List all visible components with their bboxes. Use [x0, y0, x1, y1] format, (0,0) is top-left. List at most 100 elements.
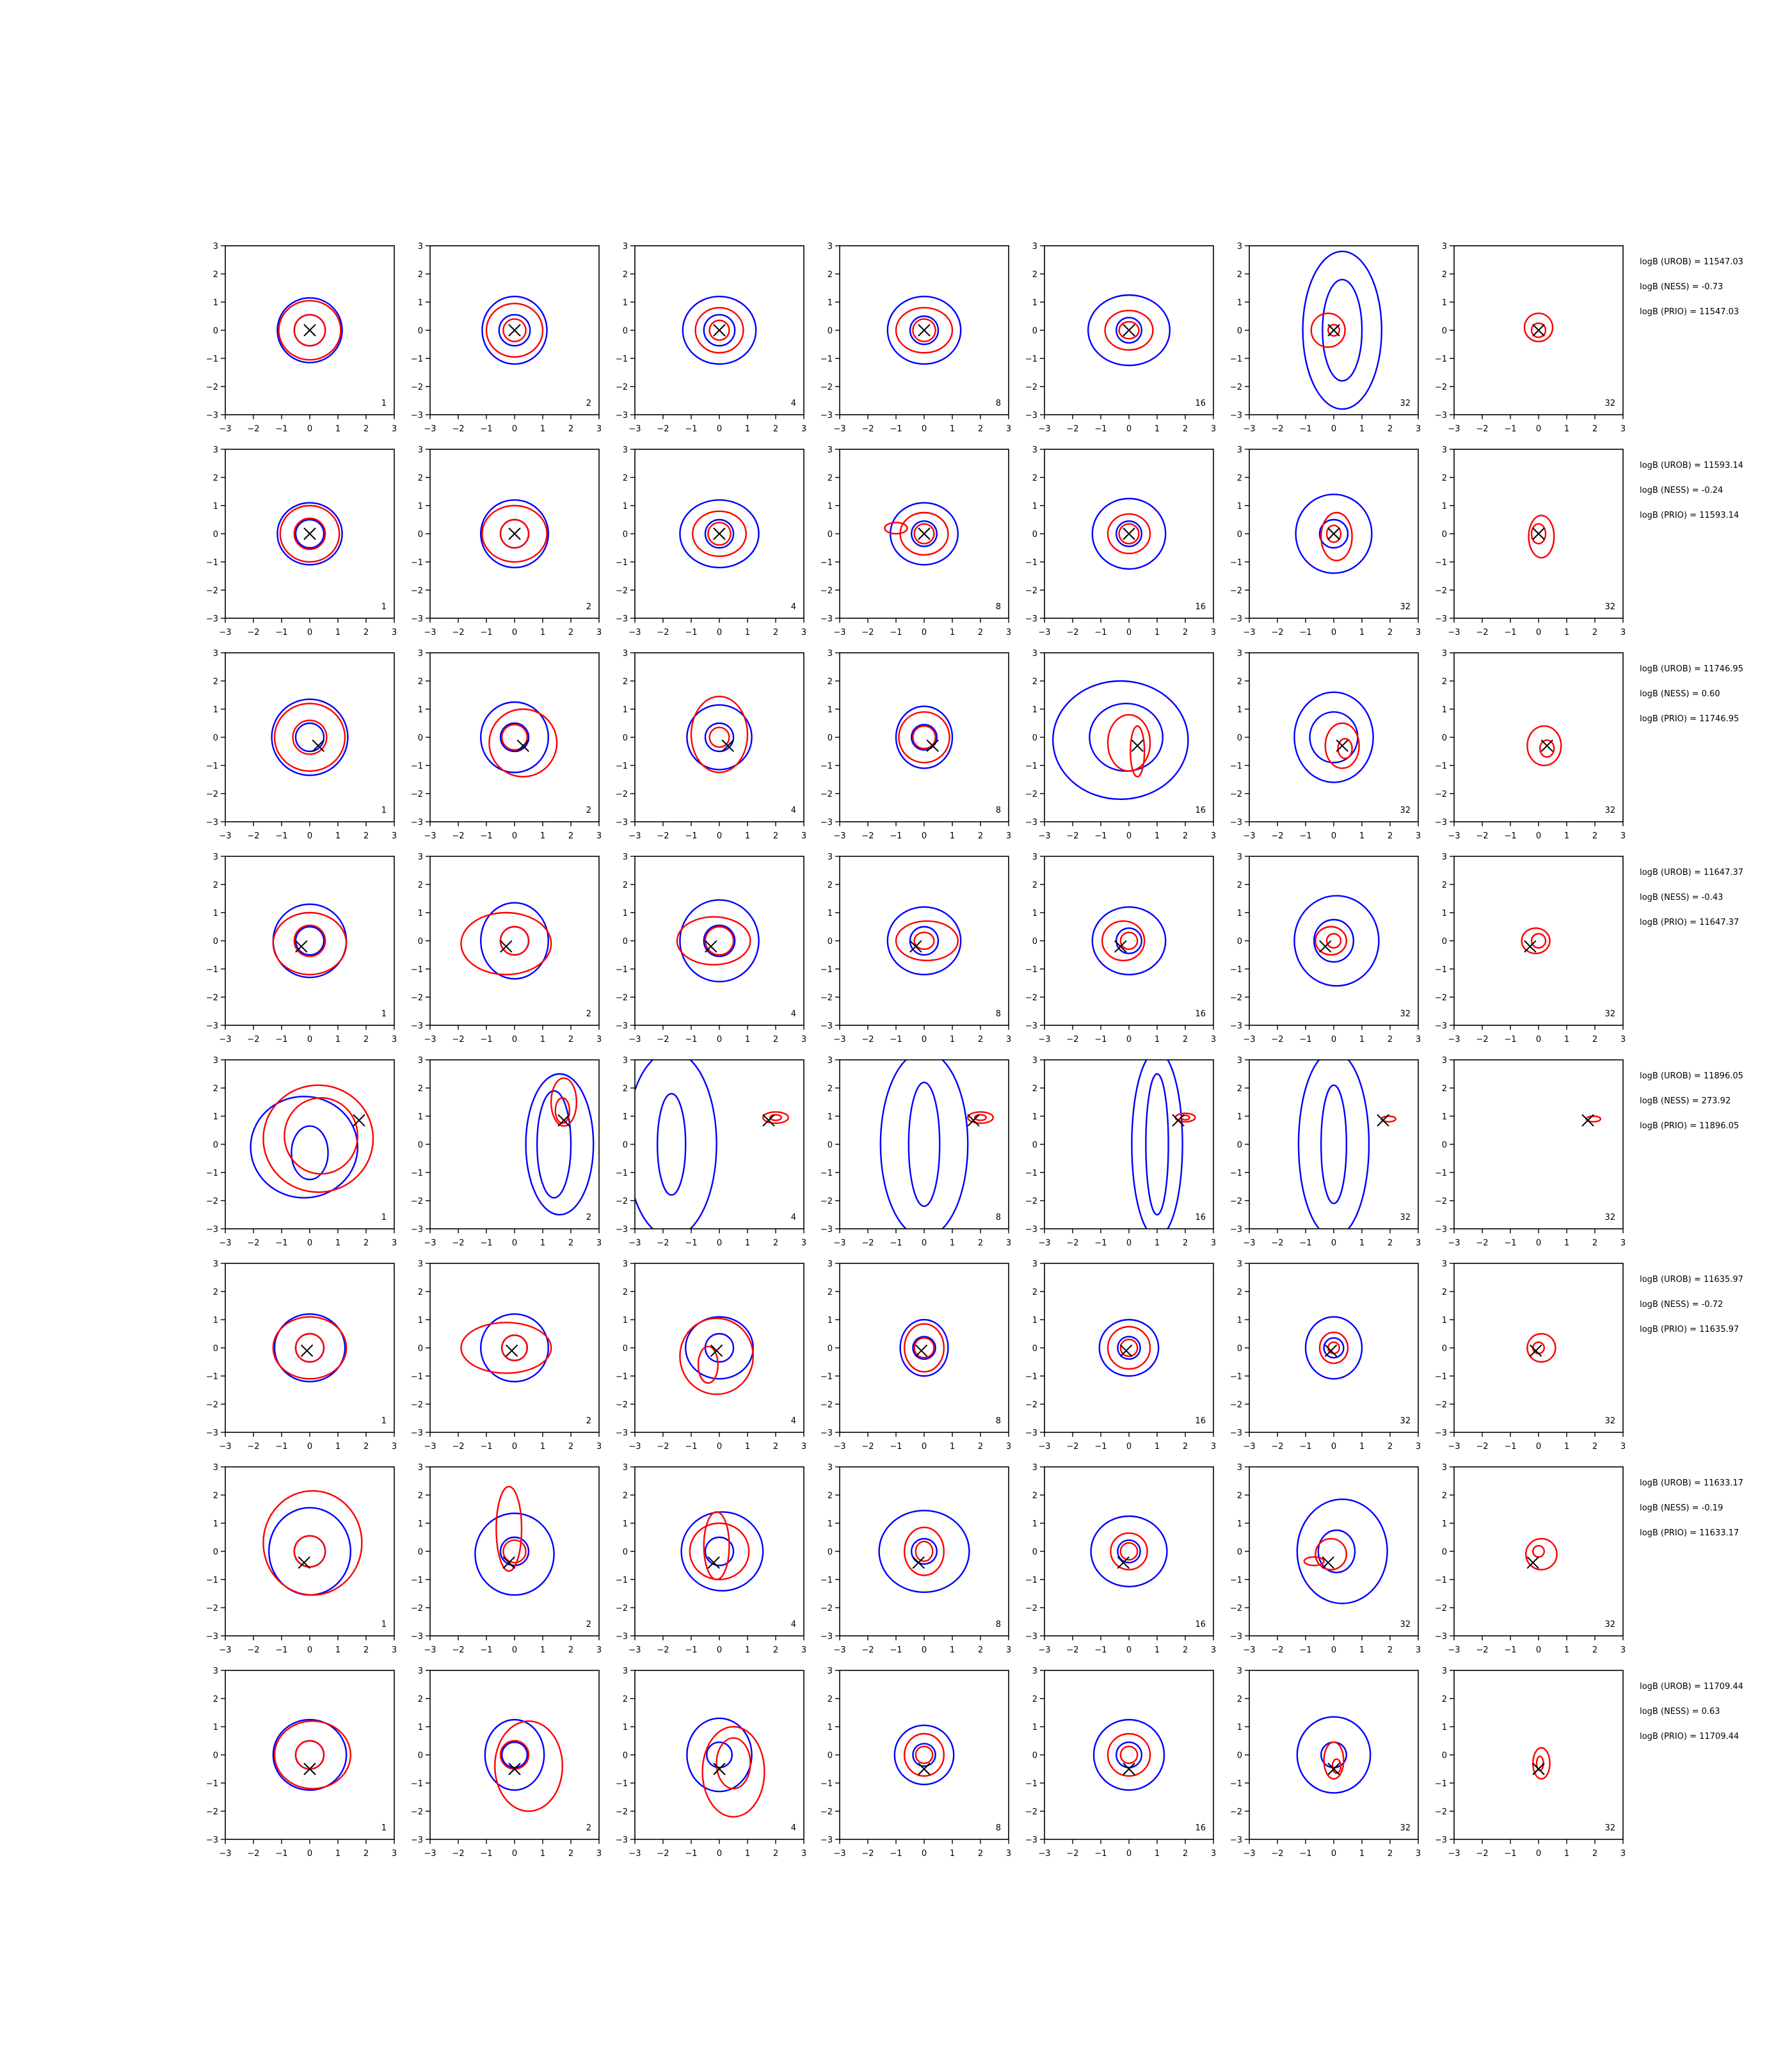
- x-tick-label: 3: [801, 1035, 806, 1044]
- x-tick-label: 2: [1388, 1238, 1393, 1248]
- true-value-marker: [1131, 739, 1144, 752]
- y-tick-label: 1: [418, 1112, 423, 1122]
- y-tick-label: −3: [411, 1021, 423, 1031]
- x-tick-label: 1: [540, 1645, 545, 1655]
- x-tick-label: −2: [861, 1849, 874, 1859]
- blue-contour: [1091, 906, 1167, 975]
- red-contour: [1323, 1741, 1345, 1780]
- y-tick-label: −1: [616, 1169, 628, 1178]
- panel-r2-c2: −3−3 −2 −2 −1 −1 0 0 1 1 2 2 3 3 2: [411, 445, 602, 637]
- x-tick-label: −1: [890, 1442, 902, 1452]
- y-tick-label: −1: [1230, 1576, 1242, 1585]
- x-tick-label: −1: [275, 1238, 287, 1248]
- panel-label: 32: [1604, 806, 1615, 815]
- red-contour: [293, 314, 326, 347]
- blue-contour: [886, 906, 962, 975]
- blue-contour: [484, 1718, 545, 1791]
- y-tick-label: 3: [1237, 1260, 1242, 1269]
- x-tick-label: 3: [596, 628, 602, 637]
- blue-contour: [703, 314, 736, 347]
- y-tick-label: 3: [623, 1056, 628, 1066]
- y-tick-label: 3: [1032, 1260, 1037, 1269]
- y-tick-label: 1: [828, 705, 833, 715]
- x-tick-label: −3: [1038, 1442, 1050, 1452]
- true-value-marker: [298, 1556, 310, 1569]
- x-tick-label: 1: [540, 424, 545, 434]
- true-value-marker: [1172, 1114, 1185, 1127]
- x-tick-label: 2: [978, 1849, 983, 1859]
- y-tick-label: −2: [616, 1197, 628, 1206]
- y-tick-label: −1: [616, 558, 628, 568]
- y-tick-label: 2: [1237, 881, 1242, 890]
- x-tick-label: 1: [1359, 1645, 1364, 1655]
- y-tick-label: 3: [1032, 242, 1037, 252]
- x-tick-label: 0: [922, 1238, 927, 1248]
- x-tick-label: 2: [1183, 1645, 1188, 1655]
- blue-contour: [1117, 1539, 1141, 1564]
- x-tick-label: 0: [307, 628, 312, 637]
- x-tick-label: 1: [1155, 1849, 1160, 1859]
- red-contour: [293, 924, 326, 957]
- y-tick-label: −3: [1230, 1225, 1242, 1235]
- panel-label: 2: [586, 602, 591, 612]
- y-tick-label: −2: [206, 790, 218, 799]
- true-value-marker: [1327, 527, 1340, 540]
- y-tick-label: −2: [1025, 1604, 1037, 1613]
- x-tick-label: −1: [275, 1849, 287, 1859]
- x-tick-label: 0: [512, 1035, 517, 1044]
- x-tick-label: −1: [890, 628, 902, 637]
- x-tick-label: −2: [1066, 628, 1078, 637]
- panel-label: 16: [1195, 602, 1206, 612]
- x-tick-label: −3: [1448, 1849, 1460, 1859]
- x-tick-label: 1: [745, 1035, 750, 1044]
- x-tick-label: 3: [1416, 628, 1421, 637]
- red-contour: [903, 1526, 945, 1576]
- x-tick-label: −2: [1271, 1442, 1283, 1452]
- red-contour: [708, 319, 730, 341]
- panel-contours: [460, 902, 552, 980]
- x-tick-label: −1: [1504, 831, 1516, 841]
- x-tick-label: 0: [1331, 1442, 1336, 1452]
- x-tick-label: −2: [861, 1035, 874, 1044]
- y-tick-label: 2: [213, 881, 218, 890]
- panel-r4-c2: −3−3 −2 −2 −1 −1 0 0 1 1 2 2 3 3 2: [411, 852, 602, 1044]
- x-tick-label: −3: [628, 628, 641, 637]
- x-tick-label: −1: [1299, 1442, 1311, 1452]
- blue-contour: [1302, 250, 1382, 410]
- y-tick-label: −2: [1230, 1197, 1242, 1206]
- y-tick-label: −3: [820, 1836, 833, 1845]
- y-tick-label: 3: [213, 1463, 218, 1473]
- true-value-marker: [707, 1556, 720, 1569]
- x-tick-label: −2: [452, 831, 464, 841]
- panel-r4-c7: −3−3 −2 −2 −1 −1 0 0 1 1 2 2 3 3 32: [1435, 852, 1626, 1044]
- x-tick-label: −1: [275, 628, 287, 637]
- panel-label: 32: [1400, 1009, 1411, 1019]
- y-tick-label: −3: [1230, 1632, 1242, 1642]
- panel-r1-c1: −3−3 −2 −2 −1 −1 0 0 1 1 2 2 3 3 1: [206, 242, 397, 434]
- red-contour: [1320, 511, 1353, 562]
- panel-contours: [272, 1313, 348, 1382]
- x-tick-label: −3: [424, 1238, 436, 1248]
- red-contour: [1526, 725, 1562, 767]
- y-tick-label: −2: [1435, 993, 1447, 1003]
- red-contour: [499, 518, 530, 549]
- y-tick-label: −1: [1435, 965, 1447, 975]
- true-value-marker: [557, 1114, 570, 1127]
- blue-contour: [680, 1511, 764, 1592]
- x-tick-label: −2: [1476, 1849, 1488, 1859]
- x-tick-label: −3: [219, 1442, 231, 1452]
- panel-r4-c5: −3−3 −2 −2 −1 −1 0 0 1 1 2 2 3 3 16: [1025, 852, 1216, 1044]
- blue-contour: [1092, 1718, 1165, 1791]
- y-tick-label: −3: [411, 818, 423, 828]
- y-tick-label: 1: [1032, 909, 1037, 918]
- x-tick-label: 2: [978, 424, 983, 434]
- y-tick-label: 0: [418, 1140, 423, 1150]
- x-tick-label: 3: [801, 1849, 806, 1859]
- x-tick-label: −1: [1504, 424, 1516, 434]
- y-tick-label: 3: [623, 445, 628, 455]
- red-contour: [262, 1490, 363, 1596]
- panel-r7-c1: −3−3 −2 −2 −1 −1 0 0 1 1 2 2 3 3 1: [206, 1463, 397, 1655]
- y-tick-label: −1: [1025, 762, 1037, 771]
- x-tick-label: 0: [1536, 1645, 1541, 1655]
- y-tick-label: 1: [623, 1723, 628, 1732]
